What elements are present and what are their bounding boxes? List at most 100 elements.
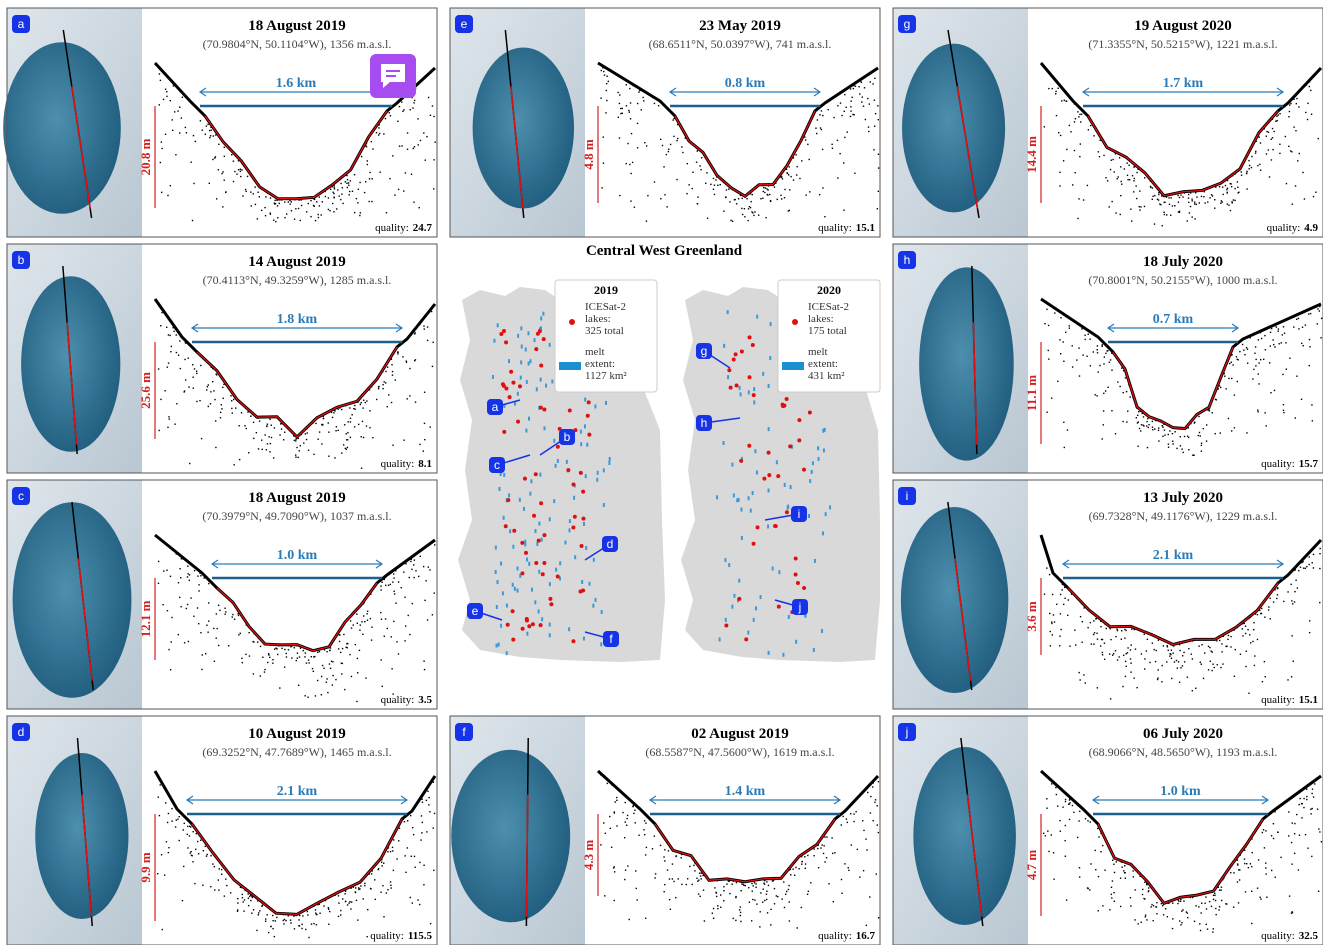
melt-patch (501, 591, 504, 596)
photon (256, 218, 259, 220)
quality-label: quality: (1261, 930, 1295, 942)
panel-border (6, 243, 438, 474)
photon (789, 189, 791, 191)
photon (1169, 655, 1171, 657)
photon (1187, 193, 1190, 196)
photon (749, 206, 752, 209)
photon (837, 177, 839, 179)
photon (380, 589, 382, 591)
photon (807, 854, 809, 857)
photon (1081, 328, 1083, 330)
photon (187, 565, 189, 567)
photon (684, 137, 686, 139)
legend-text: 1127 km² (585, 370, 627, 382)
panel-location: (70.4113°N, 49.3259°W), 1285 m.a.s.l. (203, 273, 392, 287)
photon (854, 85, 857, 87)
photon (1308, 563, 1310, 566)
melt-patch (829, 505, 832, 510)
chat-icon[interactable] (370, 54, 416, 98)
melt-patch (823, 427, 826, 432)
lake-dot (727, 368, 732, 373)
melt-patch (769, 322, 772, 327)
photon (402, 356, 404, 358)
melt-patch (493, 338, 496, 343)
photon (1122, 654, 1125, 657)
photon (1169, 430, 1171, 432)
photon (868, 103, 871, 105)
lake-dot (797, 418, 802, 423)
photon (607, 80, 610, 83)
photon (404, 640, 406, 642)
photon (1275, 120, 1277, 122)
photon (333, 211, 335, 213)
melt-patch (584, 397, 587, 402)
photon (366, 935, 368, 938)
photon (740, 920, 742, 923)
photon (353, 173, 356, 176)
photon-cloud (157, 310, 434, 469)
photon (393, 620, 395, 623)
photon (792, 868, 794, 870)
photon (1302, 171, 1304, 174)
photon (1139, 209, 1141, 211)
photon (1061, 589, 1063, 591)
lake-dot (793, 556, 798, 561)
photon (666, 869, 669, 871)
photon (754, 211, 756, 213)
photon (1177, 211, 1180, 213)
photon (603, 74, 606, 76)
melt-patch (555, 567, 558, 572)
panel-letter: d (18, 725, 25, 739)
photon (171, 820, 173, 822)
photon (1230, 871, 1232, 874)
fitted-profile (1087, 110, 1279, 197)
photon (363, 191, 366, 194)
photon (874, 77, 876, 80)
photon (1109, 627, 1111, 630)
photon (1126, 421, 1128, 423)
lake-dot (578, 589, 583, 594)
photon (272, 659, 274, 661)
photon (1291, 911, 1294, 914)
photon (159, 784, 161, 786)
photon (1160, 902, 1163, 905)
photon (169, 99, 172, 102)
photon (431, 365, 434, 368)
photon (209, 135, 212, 137)
quality-value: 16.7 (856, 930, 876, 942)
photon (365, 181, 367, 183)
photon (1154, 660, 1157, 663)
photon (867, 126, 870, 128)
photon (1231, 377, 1233, 380)
photon (346, 439, 349, 441)
photon (238, 634, 240, 636)
photon (332, 191, 334, 193)
melt-patch (516, 566, 519, 571)
photon (1177, 899, 1179, 901)
melt-patch (602, 502, 605, 507)
photon (660, 138, 662, 141)
photon (222, 171, 224, 173)
map-title: Central West Greenland (586, 243, 743, 259)
photon (1298, 834, 1301, 836)
melt-patch (559, 561, 562, 566)
photon (412, 833, 415, 836)
photon (1118, 656, 1120, 658)
photon (175, 334, 177, 336)
photon (1079, 810, 1081, 813)
photon (763, 879, 766, 882)
photon (174, 423, 176, 425)
photon (1199, 661, 1202, 663)
photon (232, 613, 234, 616)
photon (365, 425, 368, 427)
photon (179, 132, 181, 134)
photon (744, 884, 746, 887)
photon (1211, 195, 1214, 197)
photon (1136, 414, 1139, 416)
photon (770, 924, 772, 926)
photon (180, 577, 182, 579)
photon (365, 677, 367, 679)
photon (1166, 661, 1168, 663)
photon (214, 156, 217, 158)
photon (1143, 633, 1145, 636)
